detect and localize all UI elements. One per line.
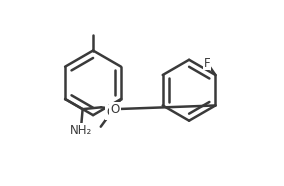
Text: O: O xyxy=(110,103,120,116)
Text: NH₂: NH₂ xyxy=(70,124,92,137)
Text: O: O xyxy=(106,106,116,119)
Text: F: F xyxy=(204,57,210,70)
